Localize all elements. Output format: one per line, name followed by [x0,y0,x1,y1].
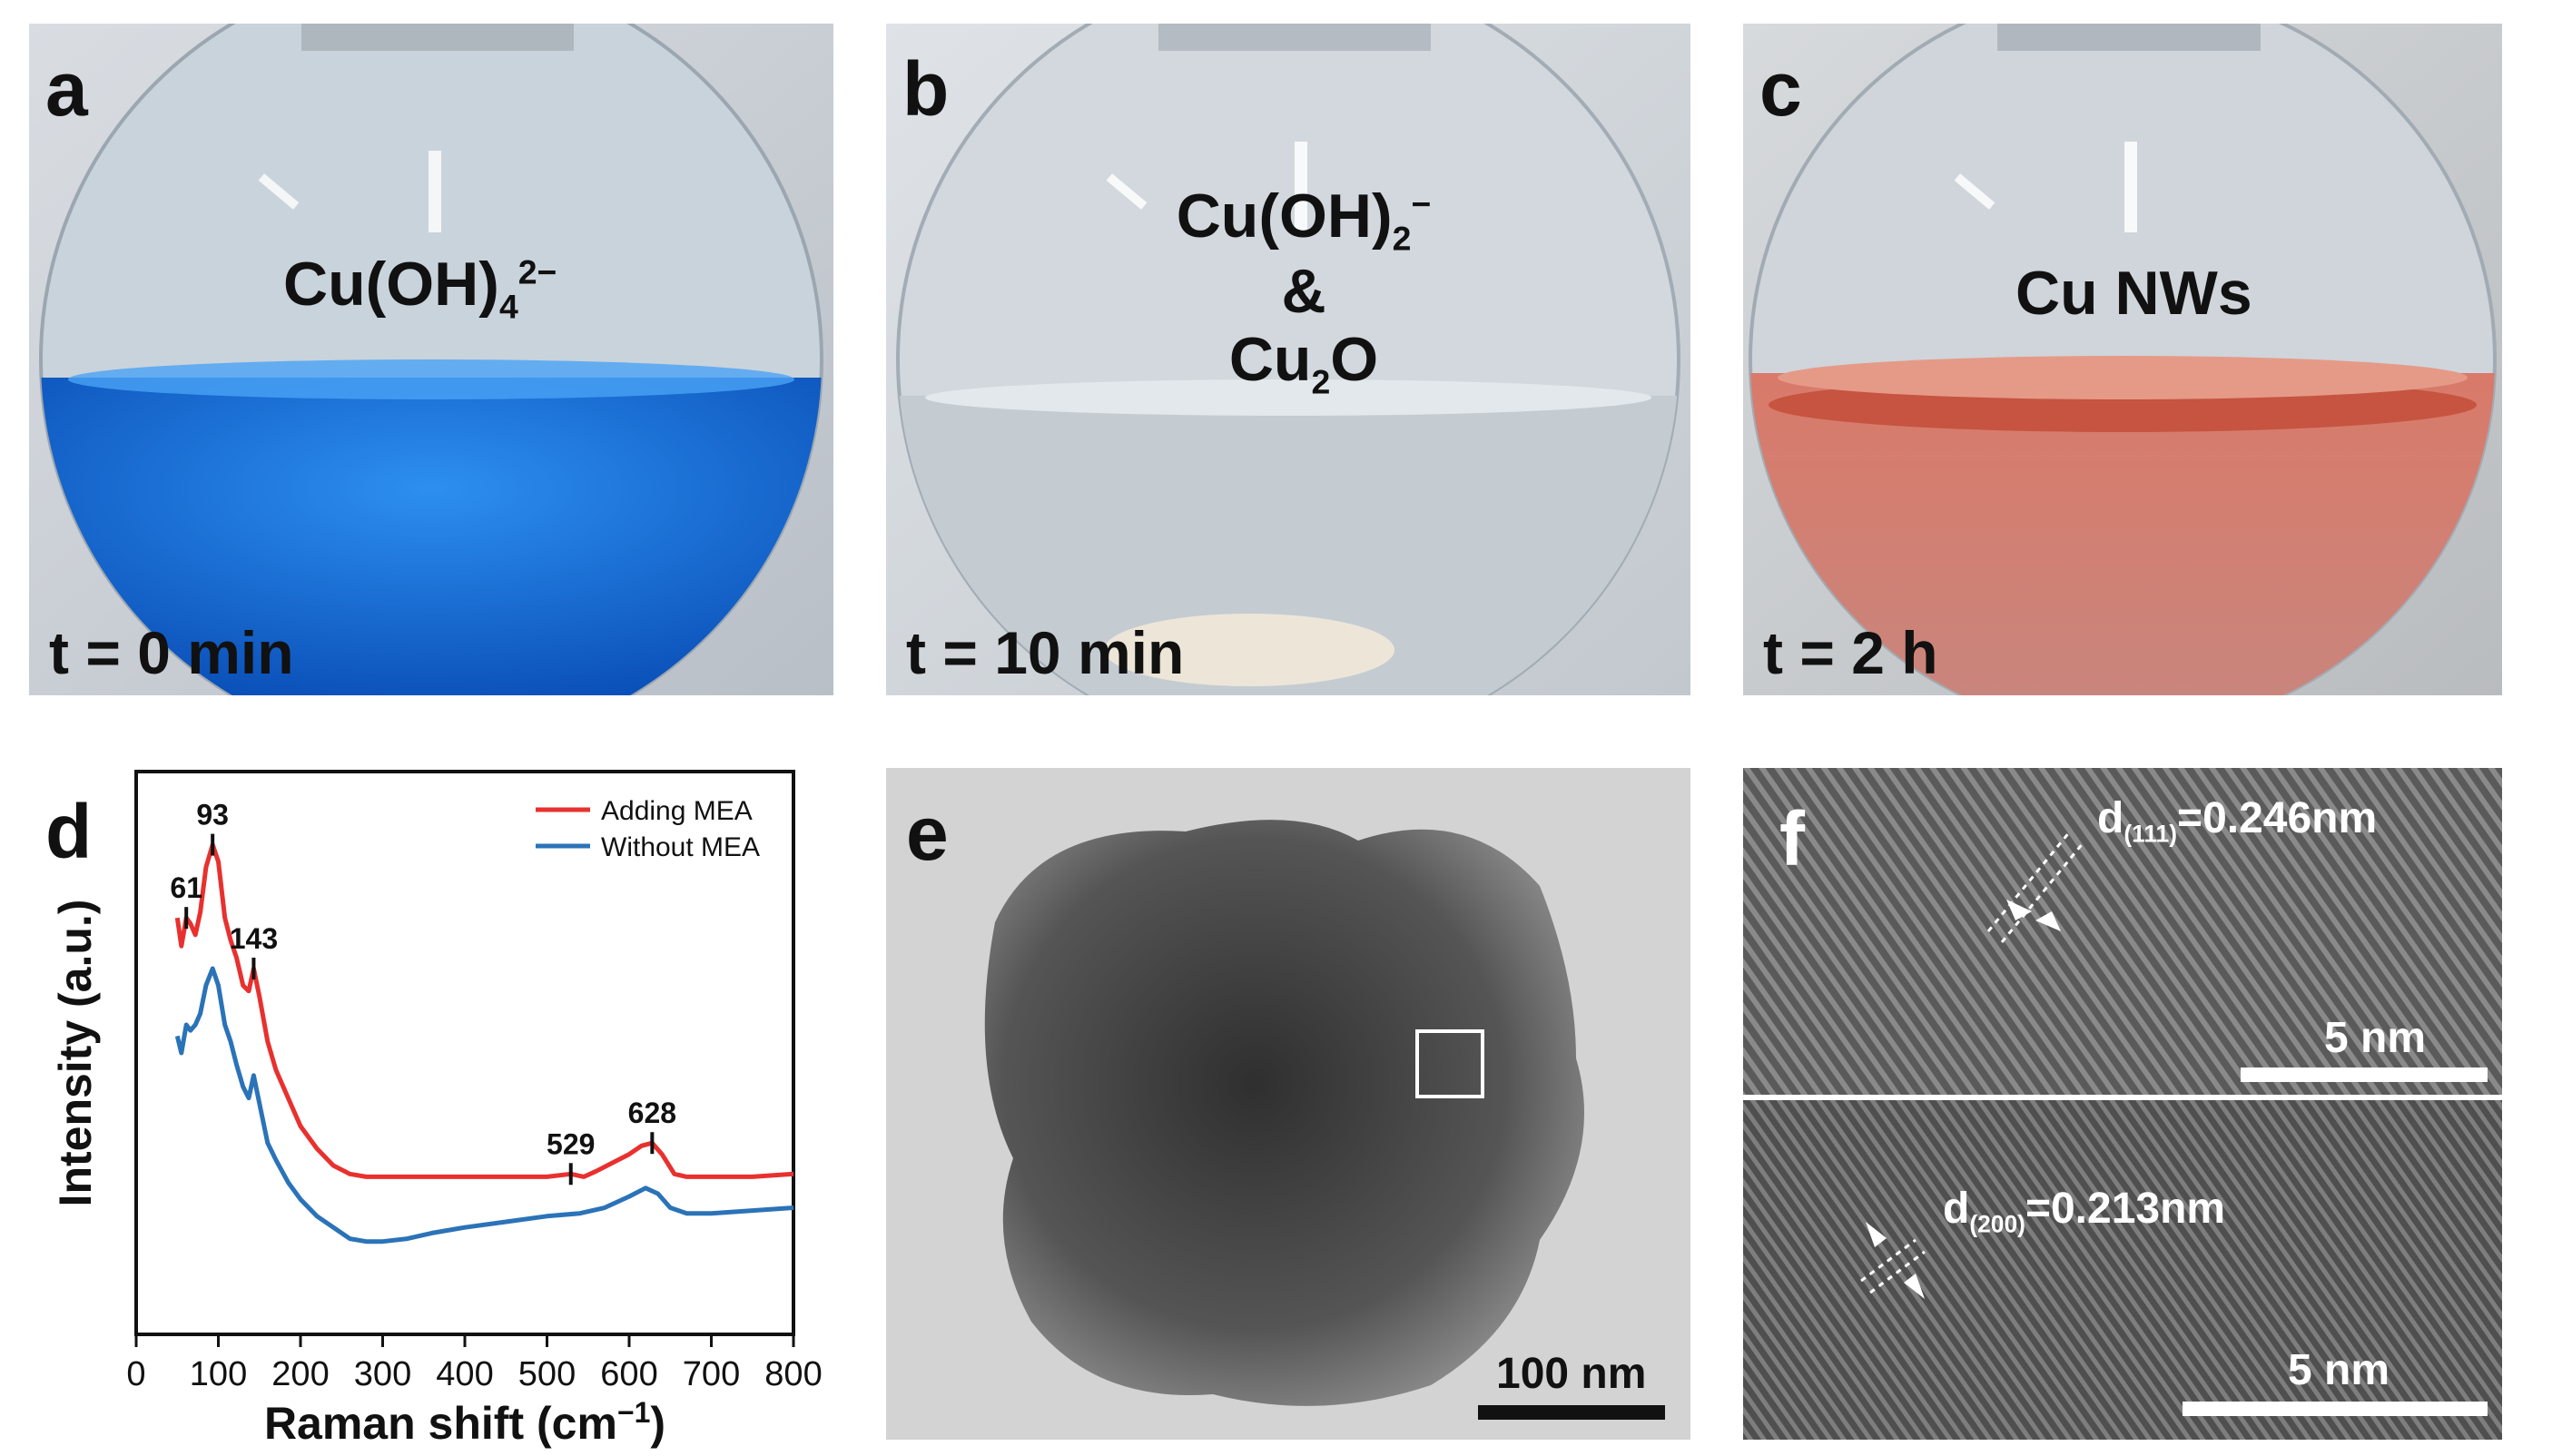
species-label-b-line3-sub: 2 [1311,362,1331,401]
scale-label-e: 100 nm [1496,1350,1647,1398]
panel-letter-a: a [45,46,88,132]
panel-c: c Cu NWs t = 2 h [1743,24,2502,695]
panel-d: d 0 100 200 300 400 500 600 700 800 61 93 143 529 62… [27,744,826,1456]
peak-annotations: 61 93 143 529 628 [170,799,676,1185]
flask-photo-a [29,24,833,695]
series-line [174,966,794,1244]
time-label-b: t = 10 min [906,619,1185,686]
d-spacing-label-111-main: d [2097,794,2124,842]
species-label-b-line2: & [1281,256,1326,326]
hrtem-image [1743,768,2502,1440]
species-label-b-line1: Cu(OH)2− [1168,182,1440,258]
peak-label: 143 [230,922,278,955]
d-spacing-label-200-rest: =0.213nm [2025,1185,2226,1233]
d-spacing-label-200-sub: (200) [1969,1210,2025,1238]
x-tick-label: 200 [271,1355,329,1393]
panel-letter-f: f [1779,796,1805,881]
arrowhead-icon [1866,1222,1887,1247]
lattice-marker-bottom [1860,1238,1926,1294]
legend-label: Without MEA [601,832,760,862]
species-label-b-line1-sup: − [1411,184,1432,223]
x-tick-label: 800 [764,1355,822,1393]
panel-b: b Cu(OH)2− & Cu2O t = 10 min [886,24,1690,695]
scale-label-f-top: 5 nm [2324,1014,2427,1062]
panel-a: a Cu(OH)42− t = 0 min [29,24,833,695]
panel-f: f d(111)=0.246nm 5 nm d(200)=0.213nm 5 n… [1743,768,2502,1440]
scale-label-f-bottom: 5 nm [2288,1346,2390,1394]
series-line [174,842,794,1179]
d-spacing-label-111-sub: (111) [2124,820,2178,848]
series-lines [174,842,794,1244]
x-tick-label: 300 [354,1355,411,1393]
legend: Adding MEA Without MEA [536,796,760,862]
peak-label: 529 [547,1127,595,1160]
peak-label: 93 [196,799,229,831]
arrowhead-icon [1904,1274,1925,1299]
panel-letter-b: b [902,46,950,132]
flask-photo-c [1743,24,2502,695]
x-tick-label: 500 [518,1355,576,1393]
species-label-a: Cu(OH)42− [283,251,557,326]
peak-label: 61 [170,871,202,904]
x-axis-label-end: ) [650,1398,665,1449]
arrowhead-icon [2006,900,2032,920]
flask-photo-b [886,24,1690,695]
species-label-b-line1-main: Cu(OH) [1176,182,1393,251]
peak-label: 628 [628,1097,676,1129]
species-label-a-sub: 4 [498,287,518,326]
d-spacing-label-111-rest: =0.246nm [2177,794,2378,842]
time-label-a: t = 0 min [49,619,294,686]
tem-image [886,768,1690,1440]
species-label-c: Cu NWs [2015,259,2252,328]
scale-bar-f-bottom [2183,1402,2488,1416]
panel-e: e 100 nm [886,768,1690,1440]
species-label-b: Cu(OH)2− & Cu2O [1168,182,1440,400]
species-label-b-line3-main: Cu [1228,324,1312,394]
d-spacing-label-200-main: d [1943,1185,1970,1233]
x-tick-label: 100 [190,1355,247,1393]
x-axis-label-main: Raman shift (cm [264,1398,617,1449]
panel-letter-e: e [906,791,949,876]
x-tick-label: 700 [683,1355,740,1393]
panel-letter-d: d [45,789,92,874]
y-axis-label: Intensity (a.u.) [50,900,101,1207]
raman-chart: d 0 100 200 300 400 500 600 700 800 61 93 143 529 62… [45,770,823,1449]
x-axis-label: Raman shift (cm−1) [264,1396,665,1449]
x-axis-label-sup: −1 [617,1396,650,1429]
x-tick-label: 0 [126,1355,145,1393]
species-label-b-line3: Cu2O [1168,324,1440,401]
x-tick-label: 600 [600,1355,657,1393]
species-label-b-line3-rest: O [1330,324,1379,394]
species-label-b-line1-sub: 2 [1392,219,1412,258]
selection-box [1415,1029,1484,1098]
species-label-a-main: Cu(OH) [283,250,499,319]
scale-bar-e [1478,1405,1665,1420]
d-spacing-label-200: d(200)=0.213nm [1943,1184,2225,1239]
arrowhead-icon [2035,911,2061,931]
species-label-a-sup: 2− [517,252,557,291]
d-spacing-label-111: d(111)=0.246nm [2097,793,2377,849]
x-axis-ticks: 0 100 200 300 400 500 600 700 800 [126,1334,823,1393]
panel-letter-c: c [1759,46,1802,132]
time-label-c: t = 2 h [1763,619,1938,686]
x-tick-label: 400 [436,1355,493,1393]
legend-label: Adding MEA [601,796,753,826]
scale-bar-f-top [2241,1067,2488,1082]
